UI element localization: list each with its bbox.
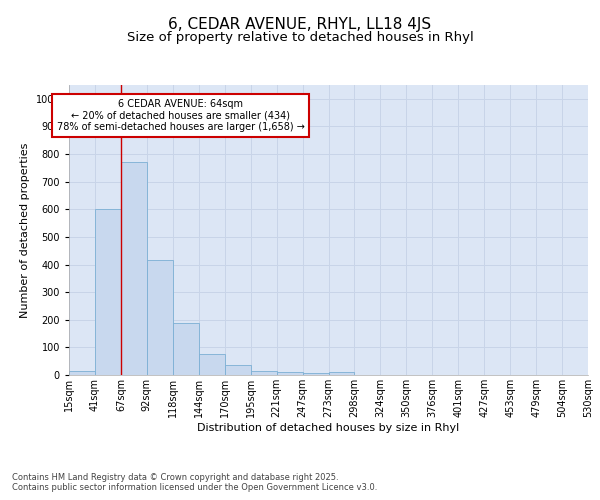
Bar	[173, 322, 199, 375]
Bar	[199, 354, 224, 375]
X-axis label: Distribution of detached houses by size in Rhyl: Distribution of detached houses by size …	[197, 422, 460, 432]
Text: 6 CEDAR AVENUE: 64sqm
← 20% of detached houses are smaller (434)
78% of semi-det: 6 CEDAR AVENUE: 64sqm ← 20% of detached …	[56, 99, 305, 132]
Bar	[147, 260, 173, 375]
Bar	[277, 372, 302, 375]
Bar	[225, 365, 251, 375]
Bar	[121, 162, 147, 375]
Bar	[69, 371, 95, 375]
Text: 6, CEDAR AVENUE, RHYL, LL18 4JS: 6, CEDAR AVENUE, RHYL, LL18 4JS	[169, 18, 431, 32]
Bar	[251, 371, 277, 375]
Text: Contains HM Land Registry data © Crown copyright and database right 2025.
Contai: Contains HM Land Registry data © Crown c…	[12, 473, 377, 492]
Bar	[302, 373, 329, 375]
Bar	[95, 210, 121, 375]
Y-axis label: Number of detached properties: Number of detached properties	[20, 142, 30, 318]
Text: Size of property relative to detached houses in Rhyl: Size of property relative to detached ho…	[127, 31, 473, 44]
Bar	[329, 372, 355, 375]
